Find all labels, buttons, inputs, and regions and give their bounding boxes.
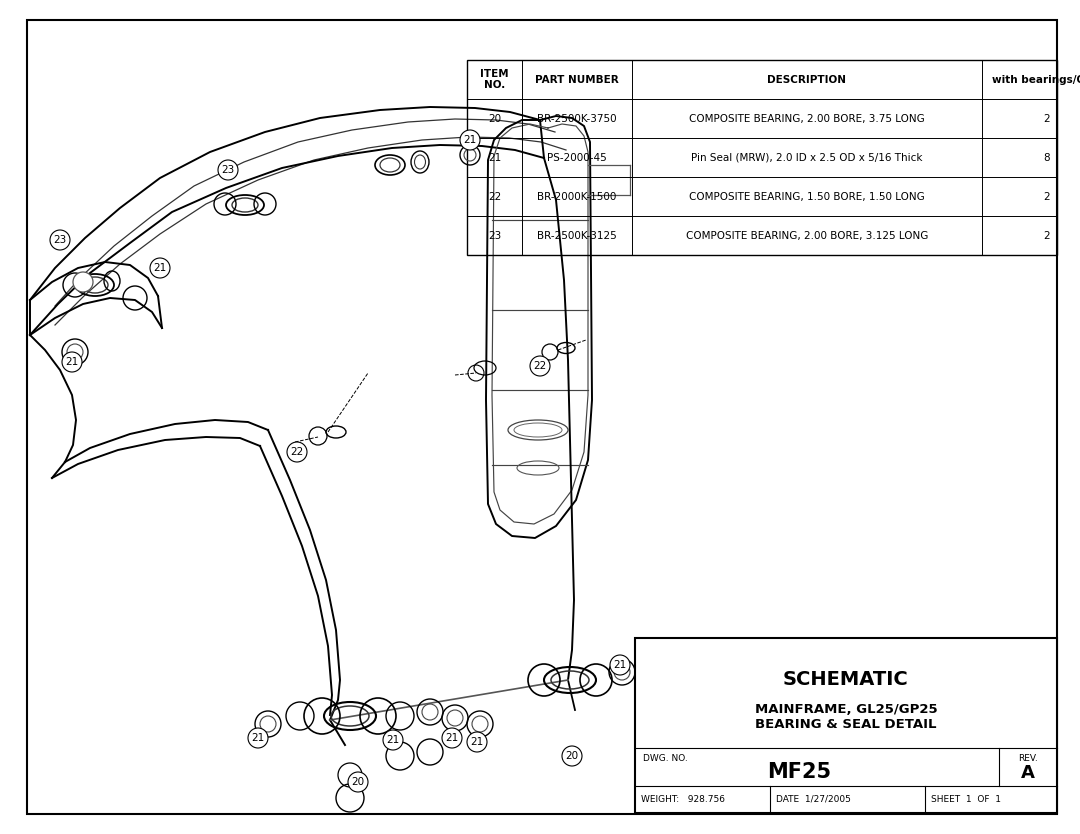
Text: DESCRIPTION: DESCRIPTION: [768, 74, 847, 84]
Text: 21: 21: [471, 737, 484, 747]
Text: 21: 21: [463, 135, 476, 145]
Circle shape: [248, 728, 268, 748]
Text: Pin Seal (MRW), 2.0 ID x 2.5 OD x 5/16 Thick: Pin Seal (MRW), 2.0 ID x 2.5 OD x 5/16 T…: [691, 153, 922, 163]
Circle shape: [442, 728, 462, 748]
Text: 2: 2: [1043, 230, 1051, 240]
Text: DWG. NO.: DWG. NO.: [643, 754, 688, 763]
Text: MF25: MF25: [767, 761, 831, 781]
Text: BR-2000K-1500: BR-2000K-1500: [538, 192, 617, 202]
Text: 21: 21: [252, 733, 265, 743]
Text: BR-2500K-3125: BR-2500K-3125: [537, 230, 617, 240]
Text: 23: 23: [53, 235, 67, 245]
Text: with bearings/QTY.: with bearings/QTY.: [991, 74, 1080, 84]
Circle shape: [218, 160, 238, 180]
Circle shape: [287, 442, 307, 462]
Bar: [467, 60, 1057, 255]
Bar: [635, 638, 1057, 813]
Circle shape: [610, 655, 630, 675]
Text: 21: 21: [66, 357, 79, 367]
Text: 21: 21: [613, 660, 626, 670]
Text: COMPOSITE BEARING, 1.50 BORE, 1.50 LONG: COMPOSITE BEARING, 1.50 BORE, 1.50 LONG: [689, 192, 924, 202]
Text: REV.: REV.: [1018, 754, 1038, 763]
Text: 22: 22: [291, 447, 303, 457]
Text: 20: 20: [351, 777, 365, 787]
Text: COMPOSITE BEARING, 2.00 BORE, 3.125 LONG: COMPOSITE BEARING, 2.00 BORE, 3.125 LONG: [686, 230, 928, 240]
Circle shape: [467, 732, 487, 752]
Text: MAINFRAME, GL25/GP25
BEARING & SEAL DETAIL: MAINFRAME, GL25/GP25 BEARING & SEAL DETA…: [755, 703, 937, 731]
Text: 2: 2: [1043, 192, 1051, 202]
Text: 20: 20: [566, 751, 579, 761]
Text: WEIGHT:   928.756: WEIGHT: 928.756: [642, 795, 725, 804]
Circle shape: [383, 730, 403, 750]
Text: DATE  1/27/2005: DATE 1/27/2005: [777, 795, 851, 804]
Circle shape: [62, 352, 82, 372]
Circle shape: [460, 130, 480, 150]
Circle shape: [73, 272, 93, 292]
Text: 21: 21: [153, 263, 166, 273]
Text: ITEM
NO.: ITEM NO.: [481, 68, 509, 90]
Circle shape: [50, 230, 70, 250]
Circle shape: [530, 356, 550, 376]
Text: 8: 8: [1043, 153, 1051, 163]
Text: 21: 21: [387, 735, 400, 745]
Text: 23: 23: [488, 230, 501, 240]
Text: 22: 22: [488, 192, 501, 202]
Text: PS-2000-45: PS-2000-45: [548, 153, 607, 163]
Text: 21: 21: [488, 153, 501, 163]
Text: 22: 22: [534, 361, 546, 371]
Text: A: A: [1021, 764, 1035, 781]
Circle shape: [562, 746, 582, 766]
Text: BR-2500K-3750: BR-2500K-3750: [537, 113, 617, 123]
Text: 2: 2: [1043, 113, 1051, 123]
Text: COMPOSITE BEARING, 2.00 BORE, 3.75 LONG: COMPOSITE BEARING, 2.00 BORE, 3.75 LONG: [689, 113, 924, 123]
Text: 21: 21: [445, 733, 459, 743]
Circle shape: [348, 772, 368, 792]
Text: 20: 20: [488, 113, 501, 123]
Text: SHEET  1  OF  1: SHEET 1 OF 1: [931, 795, 1001, 804]
Circle shape: [150, 258, 170, 278]
Text: 23: 23: [221, 165, 234, 175]
Text: PART NUMBER: PART NUMBER: [535, 74, 619, 84]
Text: SCHEMATIC: SCHEMATIC: [783, 671, 909, 689]
